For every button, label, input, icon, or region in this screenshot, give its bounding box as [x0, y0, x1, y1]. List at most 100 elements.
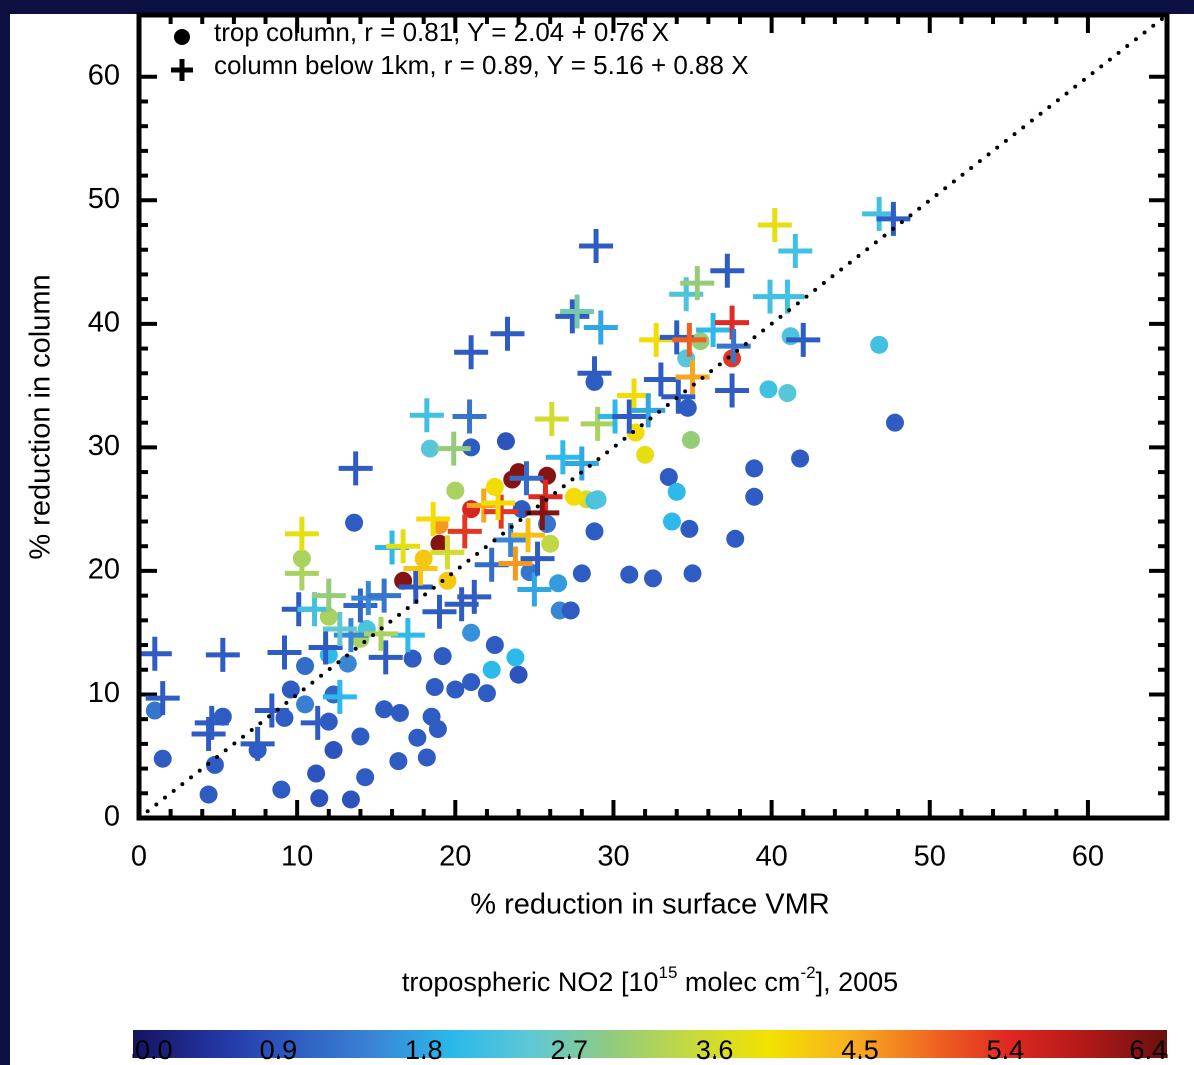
point	[644, 569, 662, 588]
x-tick-label: 60	[1072, 841, 1104, 873]
point	[490, 316, 525, 351]
x-tick-label: 20	[439, 841, 471, 873]
point	[319, 607, 338, 626]
point	[577, 356, 612, 391]
point	[422, 594, 457, 629]
point	[272, 780, 291, 799]
identity-line	[137, 13, 1169, 820]
title-part: -2	[800, 963, 815, 982]
point	[375, 700, 394, 719]
point	[791, 449, 810, 468]
point	[745, 487, 764, 506]
point	[438, 571, 457, 590]
point	[862, 196, 897, 231]
title-part: ], 2005	[816, 967, 899, 997]
legend-label: trop column, r = 0.81, Y = 2.04 + 0.76 X	[214, 17, 669, 47]
point	[425, 678, 444, 697]
colorbar-tick-label: 1.8	[405, 1035, 443, 1065]
title-part: 15	[658, 963, 677, 982]
point	[322, 679, 357, 714]
point	[617, 378, 652, 413]
point	[390, 703, 409, 722]
point	[281, 680, 300, 699]
point	[403, 649, 422, 668]
point	[520, 541, 555, 576]
point	[386, 529, 421, 564]
point	[462, 623, 481, 642]
point	[620, 565, 639, 584]
x-tick-label: 0	[131, 841, 147, 873]
point	[528, 479, 563, 514]
colorbar-title: tropospheric NO2 [1015 molec cm-2], 2005	[402, 963, 898, 997]
point	[367, 578, 402, 613]
point	[636, 445, 655, 464]
x-tick-label: 50	[914, 841, 946, 873]
point	[403, 551, 438, 586]
point	[311, 578, 346, 613]
point	[345, 513, 364, 532]
point	[726, 529, 745, 548]
point	[549, 574, 568, 593]
point	[678, 398, 697, 417]
banner	[0, 0, 1194, 14]
point	[579, 229, 614, 264]
point	[560, 294, 595, 329]
point	[534, 401, 569, 436]
point	[416, 502, 451, 537]
colorbar-tick-label: 6.4	[1129, 1035, 1167, 1065]
point	[308, 630, 343, 665]
point	[759, 380, 778, 399]
point	[343, 588, 378, 623]
point	[389, 752, 408, 771]
point	[545, 440, 580, 475]
point	[511, 518, 546, 553]
point	[517, 572, 552, 607]
point	[482, 660, 501, 679]
point	[267, 635, 302, 670]
point	[338, 451, 373, 486]
point	[561, 601, 580, 620]
colorbar-tick-label: 4.5	[841, 1035, 879, 1065]
point	[356, 768, 375, 787]
point	[446, 481, 465, 500]
point	[583, 310, 618, 345]
point	[585, 522, 604, 541]
point	[205, 637, 240, 672]
point	[363, 616, 398, 651]
point	[493, 523, 528, 558]
point	[408, 728, 427, 747]
y-tick-label: 20	[88, 554, 120, 586]
point	[572, 564, 591, 583]
point	[368, 640, 403, 675]
point	[643, 362, 678, 397]
point	[667, 482, 686, 501]
point	[580, 406, 615, 441]
point	[770, 279, 805, 314]
point	[324, 741, 343, 760]
point	[284, 556, 319, 591]
title-part: tropospheric NO2 [10	[402, 967, 659, 997]
point	[296, 695, 315, 714]
y-tick-label: 50	[88, 183, 120, 215]
point	[398, 569, 433, 604]
point	[351, 727, 370, 746]
point	[338, 654, 357, 673]
point	[541, 534, 560, 553]
point	[662, 512, 681, 531]
point	[498, 546, 533, 581]
title-part: molec cm	[677, 967, 800, 997]
y-tick-label: 0	[104, 801, 120, 833]
point	[430, 534, 449, 553]
point	[484, 494, 519, 529]
frame	[136, 12, 1170, 821]
point	[672, 322, 707, 357]
point	[205, 755, 224, 774]
point	[452, 399, 487, 434]
y-axis-label: % reduction in column	[25, 274, 57, 559]
point	[296, 657, 315, 676]
point	[564, 487, 583, 506]
point	[786, 322, 821, 357]
point	[509, 665, 528, 684]
point	[145, 681, 180, 716]
point	[870, 335, 889, 354]
